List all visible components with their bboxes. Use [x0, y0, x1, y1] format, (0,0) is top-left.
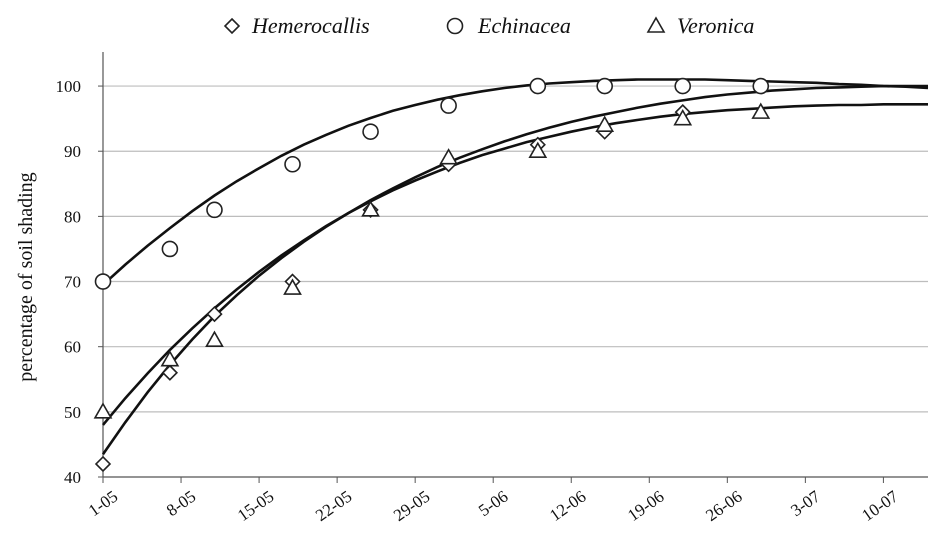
x-tick-label: 29-05 [390, 487, 433, 525]
point-hemerocallis [94, 455, 112, 473]
point-veronica [528, 141, 548, 159]
point-hemerocallis [206, 305, 223, 323]
legend-label-echinacea: Echinacea [477, 13, 571, 38]
y-tick-label: 70 [64, 273, 81, 292]
point-echinacea [752, 77, 770, 95]
point-veronica [283, 278, 302, 295]
gridlines [103, 85, 928, 413]
x-tick-label: 19-06 [624, 487, 667, 525]
point-echinacea [362, 123, 379, 140]
legend-label-hemerocallis: Hemerocallis [251, 13, 370, 38]
y-tick-label: 80 [64, 207, 81, 226]
point-veronica [439, 148, 458, 165]
x-tick-label: 12-06 [546, 487, 589, 525]
point-echinacea [94, 273, 112, 290]
x-tick-label: 10-07 [858, 486, 902, 525]
point-veronica [673, 109, 693, 126]
point-echinacea [161, 240, 179, 258]
legend-label-veronica: Veronica [677, 13, 754, 38]
point-hemerocallis [161, 364, 179, 381]
point-veronica [160, 350, 180, 367]
fit-curve-hemerocallis [101, 84, 928, 455]
x-tick-label: 1-05 [85, 487, 121, 520]
fit-curve-veronica [102, 103, 928, 426]
point-veronica [205, 330, 224, 347]
data-points [93, 77, 771, 473]
axes: 40 50 60 70 80 90 100 1-05 8-05 15-05 22-05 29-05 5-… [56, 52, 928, 525]
y-tick-label: 40 [64, 468, 81, 487]
point-veronica [361, 200, 380, 217]
point-veronica [751, 102, 771, 119]
point-echinacea [674, 77, 692, 95]
x-tick-label: 8-05 [163, 487, 199, 520]
legend-item-veronica: Veronica [646, 13, 754, 38]
point-echinacea [206, 201, 223, 219]
y-tick-label: 100 [56, 77, 82, 96]
point-echinacea [440, 97, 457, 114]
point-veronica [595, 115, 615, 132]
y-tick-label: 90 [64, 142, 81, 161]
legend-marker-hemerocallis [223, 17, 241, 35]
fit-curve-echinacea [102, 78, 929, 286]
y-tick-label: 50 [64, 403, 81, 422]
legend-marker-echinacea [446, 17, 464, 35]
y-axis-title: percentage of soil shading [15, 172, 37, 381]
y-tick-label: 60 [64, 338, 81, 357]
x-tick-label: 26-06 [702, 487, 745, 525]
legend-item-echinacea: Echinacea [446, 13, 571, 38]
x-tick-label: 15-05 [234, 487, 277, 525]
legend: Hemerocallis Echinacea Veronica [223, 13, 754, 38]
point-echinacea [529, 77, 547, 95]
x-tick-label: 3-07 [787, 486, 824, 520]
legend-item-hemerocallis: Hemerocallis [223, 13, 370, 38]
point-veronica [93, 402, 113, 419]
point-echinacea [596, 77, 613, 95]
x-tick-label: 22-05 [312, 487, 355, 525]
point-echinacea [284, 155, 301, 173]
legend-marker-veronica [646, 16, 666, 33]
fit-curves [101, 78, 929, 455]
x-tick-label: 5-06 [475, 487, 511, 520]
